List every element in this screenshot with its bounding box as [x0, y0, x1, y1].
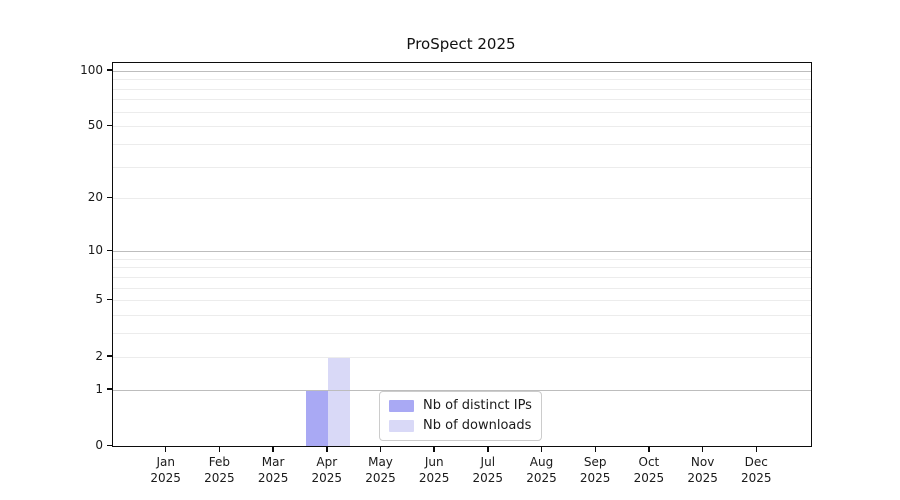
- x-tick-mark-may: [379, 446, 382, 452]
- x-tick-label-jan: Jan 2025: [150, 455, 181, 485]
- y-tick-mark-100: [107, 69, 112, 71]
- y-tick-mark-10: [107, 249, 112, 251]
- x-tick-label-jun: Jun 2025: [418, 455, 450, 485]
- x-tick-label-jul: Jul 2025: [472, 455, 504, 485]
- y-tick-mark-2: [107, 355, 112, 357]
- gridline-minor-90: [113, 79, 811, 81]
- y-tick-label-50: 50: [87, 118, 103, 133]
- gridline-major-10: [113, 251, 811, 252]
- gridline-minor-4: [113, 315, 811, 317]
- plot-area: Nb of distinct IPs Nb of downloads: [112, 62, 812, 447]
- x-tick-label-feb: Feb 2025: [204, 455, 235, 485]
- x-tick-mark-jul: [487, 446, 489, 452]
- x-tick-mark-nov: [701, 446, 704, 452]
- x-tick-mark-sep: [594, 446, 596, 452]
- gridline-minor-70: [113, 99, 811, 101]
- bar-nb-of-downloads-apr: [327, 356, 350, 446]
- gridline-minor-40: [113, 144, 811, 145]
- y-tick-label-1: 1: [95, 381, 103, 396]
- x-tick-label-mar: Mar 2025: [257, 455, 289, 485]
- gridline-minor-6: [113, 287, 811, 289]
- x-tick-mark-aug: [540, 446, 543, 452]
- x-tick-label-dec: Dec 2025: [741, 455, 772, 485]
- gridline-minor-50: [113, 126, 811, 128]
- legend-label-downloads: Nb of downloads: [423, 418, 532, 433]
- gridline-minor-30: [113, 166, 811, 168]
- x-tick-mark-feb: [218, 446, 221, 452]
- legend-swatch-downloads: [389, 419, 414, 432]
- x-tick-mark-dec: [755, 446, 758, 452]
- gridline-minor-8: [113, 267, 811, 269]
- bar-nb-of-distinct-ips-apr: [305, 389, 328, 446]
- x-tick-label-aug: Aug 2025: [526, 455, 557, 485]
- legend-label-distinct-ips: Nb of distinct IPs: [423, 398, 532, 413]
- gridline-minor-3: [113, 333, 811, 335]
- y-tick-label-5: 5: [95, 292, 103, 307]
- x-tick-label-sep: Sep 2025: [579, 455, 611, 485]
- y-tick-label-100: 100: [80, 62, 103, 77]
- x-tick-label-may: May 2025: [365, 455, 396, 485]
- gridline-minor-5: [113, 300, 811, 302]
- y-tick-mark-20: [107, 196, 112, 199]
- x-tick-mark-mar: [272, 446, 274, 452]
- x-tick-mark-jan: [164, 446, 167, 452]
- gridline-minor-20: [113, 198, 811, 200]
- legend-item-downloads: Nb of downloads: [389, 417, 532, 434]
- gridline-minor-2: [113, 356, 811, 358]
- gridline-minor-80: [113, 88, 811, 90]
- gridline-major-100: [113, 70, 811, 72]
- chart-title: ProSpect 2025: [406, 35, 516, 53]
- legend-swatch-distinct-ips: [389, 399, 414, 412]
- gridline-minor-60: [113, 111, 811, 113]
- x-tick-mark-apr: [326, 446, 328, 452]
- y-tick-mark-1: [107, 388, 112, 390]
- x-tick-label-nov: Nov 2025: [687, 455, 718, 485]
- gridline-minor-9: [113, 258, 811, 260]
- y-tick-mark-5: [107, 298, 112, 301]
- x-tick-mark-jun: [433, 446, 435, 452]
- y-tick-label-10: 10: [87, 243, 103, 257]
- y-tick-mark-0: [107, 444, 112, 446]
- legend: Nb of distinct IPs Nb of downloads: [379, 391, 542, 441]
- x-tick-label-oct: Oct 2025: [633, 455, 665, 485]
- y-tick-mark-50: [107, 124, 112, 127]
- x-tick-label-apr: Apr 2025: [311, 455, 343, 485]
- legend-item-distinct-ips: Nb of distinct IPs: [389, 397, 532, 414]
- y-tick-label-0: 0: [95, 438, 103, 452]
- x-tick-mark-oct: [648, 446, 650, 452]
- gridline-minor-7: [113, 276, 811, 278]
- y-tick-label-20: 20: [87, 190, 103, 205]
- y-tick-label-2: 2: [95, 348, 103, 363]
- gridline-major-1: [113, 389, 811, 391]
